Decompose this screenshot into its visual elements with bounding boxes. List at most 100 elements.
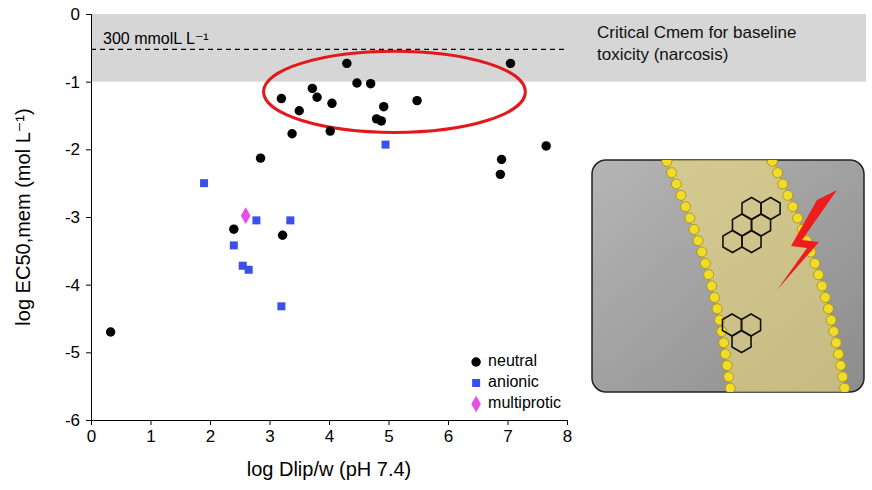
lipid-head (689, 224, 699, 234)
band-label-background (567, 14, 866, 82)
x-axis-title: log Dlip/w (pH 7.4) (247, 458, 412, 480)
lipid-head (773, 168, 783, 178)
x-tick-label: 3 (265, 427, 274, 446)
lipid-head (817, 281, 827, 291)
lipid-head (778, 179, 788, 189)
x-tick-mark (210, 420, 211, 425)
legend-marker (471, 357, 480, 366)
point (377, 116, 386, 125)
molecule-ring (723, 231, 742, 253)
y-tick-label: -1 (65, 73, 80, 92)
x-tick-mark (270, 420, 271, 425)
x-tick: 4 (325, 420, 334, 446)
x-tick: 8 (563, 420, 572, 446)
y-axis-line (86, 15, 92, 421)
y-tick: -5 (65, 343, 91, 362)
point (277, 302, 285, 310)
x-tick-mark (567, 420, 568, 425)
lipid-head (704, 270, 714, 280)
point (312, 93, 321, 102)
y-tick-mark (86, 82, 91, 83)
point (382, 141, 390, 149)
x-tick: 0 (87, 420, 96, 446)
x-tick: 7 (503, 420, 512, 446)
x-tick: 3 (265, 420, 274, 446)
y-tick: -1 (65, 73, 91, 92)
y-tick: -2 (65, 140, 91, 159)
lipid-head (667, 168, 677, 178)
lipid-head (810, 258, 820, 268)
point (342, 59, 351, 68)
y-tick-label: -6 (65, 411, 80, 430)
chart: 012345678-6-5-4-3-2-10log Dlip/w (pH 7.4… (0, 0, 872, 490)
molecule-ring (761, 198, 780, 220)
y-tick-mark (86, 352, 91, 353)
lipid-head (783, 190, 793, 200)
molecule-ring (742, 198, 761, 220)
y-tick-label: -3 (65, 208, 80, 227)
lipid-head (700, 258, 710, 268)
point (541, 141, 550, 150)
x-tick: 5 (384, 420, 393, 446)
legend-marker (472, 379, 480, 387)
x-tick-label: 1 (146, 427, 155, 446)
x-tick-label: 5 (384, 427, 393, 446)
x-axis: 012345678 (87, 420, 572, 446)
point (287, 129, 296, 138)
lipid-head (820, 292, 830, 302)
membrane-core (662, 160, 847, 392)
point (412, 96, 421, 105)
point (241, 207, 251, 224)
y-tick-label: -2 (65, 140, 80, 159)
y-tick: -6 (65, 411, 91, 430)
y-tick: -3 (65, 208, 91, 227)
y-tick-label: -4 (65, 276, 80, 295)
point (256, 153, 265, 162)
point (506, 59, 515, 68)
lipid-head (838, 372, 848, 382)
band-label: Critical Cmem for baseline (597, 23, 796, 42)
lipid-head (693, 236, 703, 246)
x-tick-label: 8 (563, 427, 572, 446)
lipid-head (829, 326, 839, 336)
x-tick: 6 (444, 420, 453, 446)
y-axis-title: log EC50,mem (mol L⁻¹) (12, 108, 34, 325)
y-tick-mark (86, 14, 91, 15)
point (325, 126, 334, 135)
lipid-head (834, 349, 844, 359)
point (496, 170, 505, 179)
point (245, 266, 253, 274)
point (230, 241, 238, 249)
y-axis: -6-5-4-3-2-10 (65, 5, 92, 430)
point (327, 99, 336, 108)
point (200, 179, 208, 187)
legend-label: multiprotic (488, 394, 561, 411)
lipid-head (836, 360, 846, 370)
lipid-head (671, 179, 681, 189)
lipid-head (676, 190, 686, 200)
lipid-head (697, 247, 707, 257)
x-tick: 1 (146, 420, 155, 446)
x-tick-mark (448, 420, 449, 425)
point (278, 231, 287, 240)
legend: neutralanionicmultiprotic (471, 352, 561, 412)
point (379, 102, 388, 111)
x-tick-mark (508, 420, 509, 425)
band (91, 14, 567, 82)
point (366, 79, 375, 88)
lipid-head (685, 213, 695, 223)
point (286, 216, 294, 224)
y-tick-mark (86, 285, 91, 286)
legend-label: neutral (488, 352, 537, 369)
highlight-ellipse (264, 51, 526, 132)
x-tick-label: 0 (87, 427, 96, 446)
lipid-head (788, 202, 798, 212)
x-tick-label: 6 (444, 427, 453, 446)
lipid-head (725, 383, 735, 392)
y-tick-mark (86, 217, 91, 218)
lipid-head (662, 160, 672, 166)
lipid-head (826, 315, 836, 325)
point (106, 327, 115, 336)
plot-area (91, 49, 567, 336)
x-tick-label: 4 (325, 427, 334, 446)
